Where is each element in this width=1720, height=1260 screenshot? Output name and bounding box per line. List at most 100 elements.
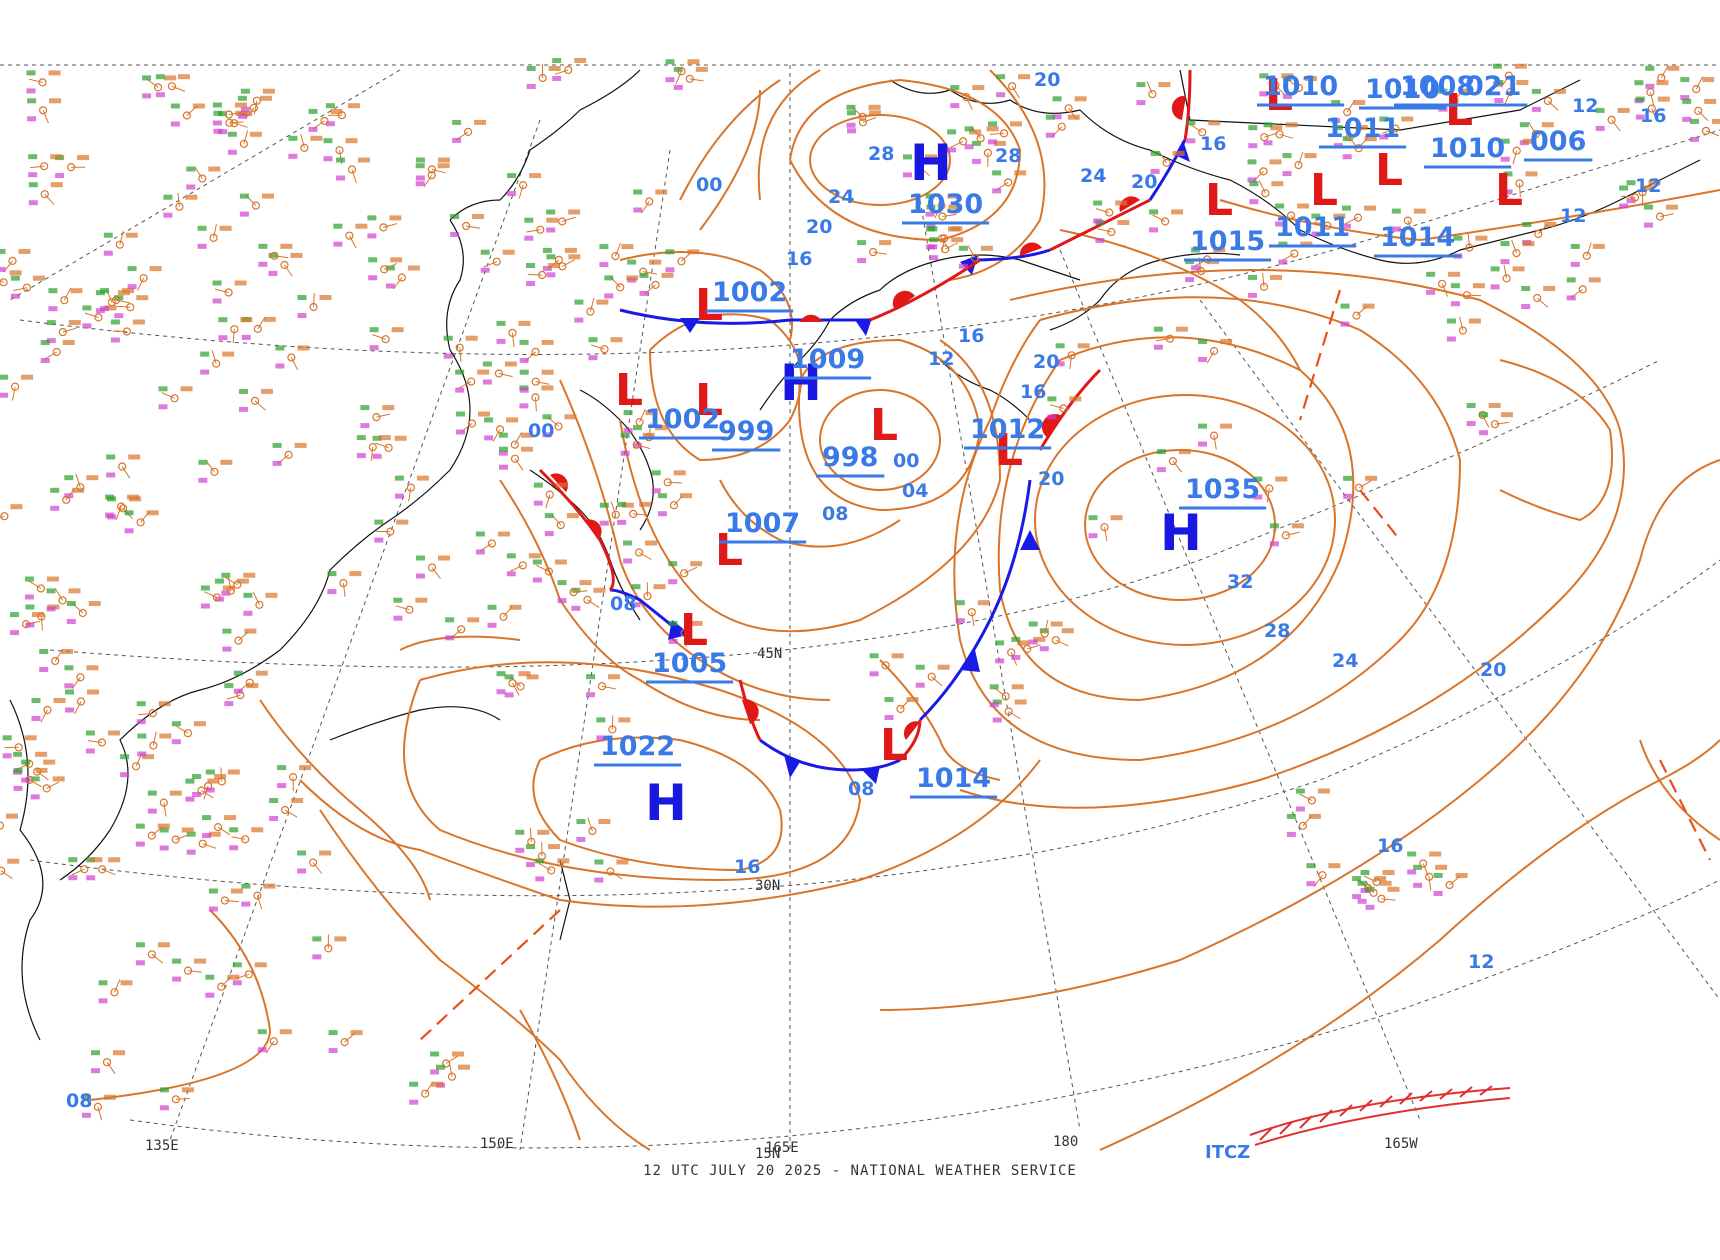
station-circle — [217, 982, 226, 991]
dewpoint-marker — [1342, 223, 1351, 229]
dewpoint-marker — [241, 334, 251, 340]
temp-marker — [368, 257, 378, 263]
wind-barb — [1097, 228, 1112, 233]
pressure-marker — [259, 95, 272, 101]
temp-marker — [475, 531, 485, 537]
wind-barb — [151, 953, 164, 964]
wind-barb — [528, 274, 543, 276]
pressure-marker — [77, 155, 90, 161]
temp-marker — [1282, 76, 1292, 81]
cold-front-barb — [960, 650, 980, 672]
station-circle — [62, 495, 71, 504]
dewpoint-marker — [430, 1069, 440, 1075]
temp-marker — [1466, 403, 1476, 408]
wind-barb — [228, 111, 243, 115]
temp-marker — [81, 1094, 91, 1100]
dewpoint-marker — [48, 306, 58, 312]
temp-marker — [542, 247, 552, 253]
dewpoint-marker — [857, 258, 867, 264]
isobar — [798, 338, 982, 512]
temp-marker — [496, 320, 506, 326]
temp-marker — [224, 683, 234, 689]
station-circle — [496, 425, 505, 434]
isobar — [1419, 189, 1720, 241]
wind-barb — [1345, 217, 1359, 225]
pressure-marker — [653, 584, 666, 590]
station-circle — [1265, 484, 1274, 493]
temp-marker — [504, 674, 514, 680]
station-circle — [384, 443, 393, 452]
pressure-marker — [579, 580, 592, 586]
temp-marker — [1052, 96, 1062, 102]
temp-marker — [46, 320, 56, 326]
pressure-marker — [478, 411, 490, 417]
wind-barb — [1258, 180, 1266, 194]
fronts — [538, 69, 1192, 784]
pressure-marker — [655, 425, 667, 431]
dewpoint-marker — [1153, 344, 1163, 350]
pressure-marker — [220, 459, 233, 465]
pressure-marker — [1304, 153, 1317, 159]
dewpoint-marker — [1263, 140, 1273, 146]
temp-marker — [633, 425, 642, 431]
dewpoint-marker — [368, 275, 378, 281]
pressure-marker — [472, 214, 485, 219]
isobar-label: 12 — [1635, 175, 1661, 197]
wind-barb — [163, 802, 167, 817]
dewpoint-marker — [1185, 277, 1195, 283]
temp-marker — [955, 600, 965, 606]
dewpoint-marker — [163, 212, 173, 218]
pressure-marker — [1067, 114, 1080, 120]
station-circle — [1701, 126, 1711, 135]
pressure-marker — [136, 295, 149, 301]
station-circle — [1209, 431, 1219, 440]
isobar — [1099, 739, 1720, 1151]
cold-front — [609, 588, 691, 642]
pressure-marker — [1333, 213, 1346, 219]
station-circle — [464, 127, 473, 136]
dewpoint-marker — [639, 290, 649, 296]
dewpoint-marker — [623, 428, 633, 434]
wind-barb — [71, 677, 81, 689]
wind-barb — [13, 287, 28, 292]
dewpoint-marker — [1531, 106, 1541, 112]
dewpoint-marker — [186, 849, 196, 855]
dewpoint-marker — [243, 610, 253, 616]
station-circle — [958, 137, 968, 146]
dewpoint-marker — [1360, 888, 1370, 893]
temp-marker — [1311, 213, 1321, 219]
pressure-marker — [437, 157, 450, 163]
dewpoint-marker — [995, 658, 1005, 664]
dewpoint-marker — [915, 682, 925, 688]
pressure-marker — [146, 510, 159, 516]
temp-marker — [594, 859, 604, 865]
temp-marker — [450, 214, 460, 219]
station-circle — [427, 165, 436, 174]
wind-barb — [535, 381, 550, 385]
pressure-marker — [566, 513, 579, 519]
station-circle — [1001, 692, 1010, 701]
dewpoint-marker — [557, 598, 567, 604]
temp-marker — [1450, 283, 1460, 289]
dewpoint-marker — [1407, 869, 1417, 875]
station-circle — [380, 265, 389, 274]
temp-marker — [85, 730, 95, 736]
pressure-marker — [1270, 274, 1282, 280]
dewpoint-marker — [475, 549, 485, 555]
temp-marker — [430, 1051, 440, 1057]
dewpoint-marker — [1278, 259, 1288, 265]
dewpoint-marker — [81, 1112, 91, 1118]
wind-barb — [1381, 898, 1396, 901]
wind-barb — [466, 225, 480, 229]
pressure-value: 1014 — [916, 763, 991, 794]
wind-barb — [175, 1098, 190, 1100]
temp-marker — [665, 249, 675, 255]
station-circle — [1168, 457, 1178, 466]
temp-marker — [526, 263, 536, 268]
pressure-marker — [159, 733, 172, 739]
pressure-marker — [1702, 77, 1715, 83]
pressure-marker — [319, 295, 332, 300]
dewpoint-marker — [85, 748, 95, 754]
temp-marker — [947, 129, 957, 135]
dewpoint-marker — [27, 116, 37, 122]
